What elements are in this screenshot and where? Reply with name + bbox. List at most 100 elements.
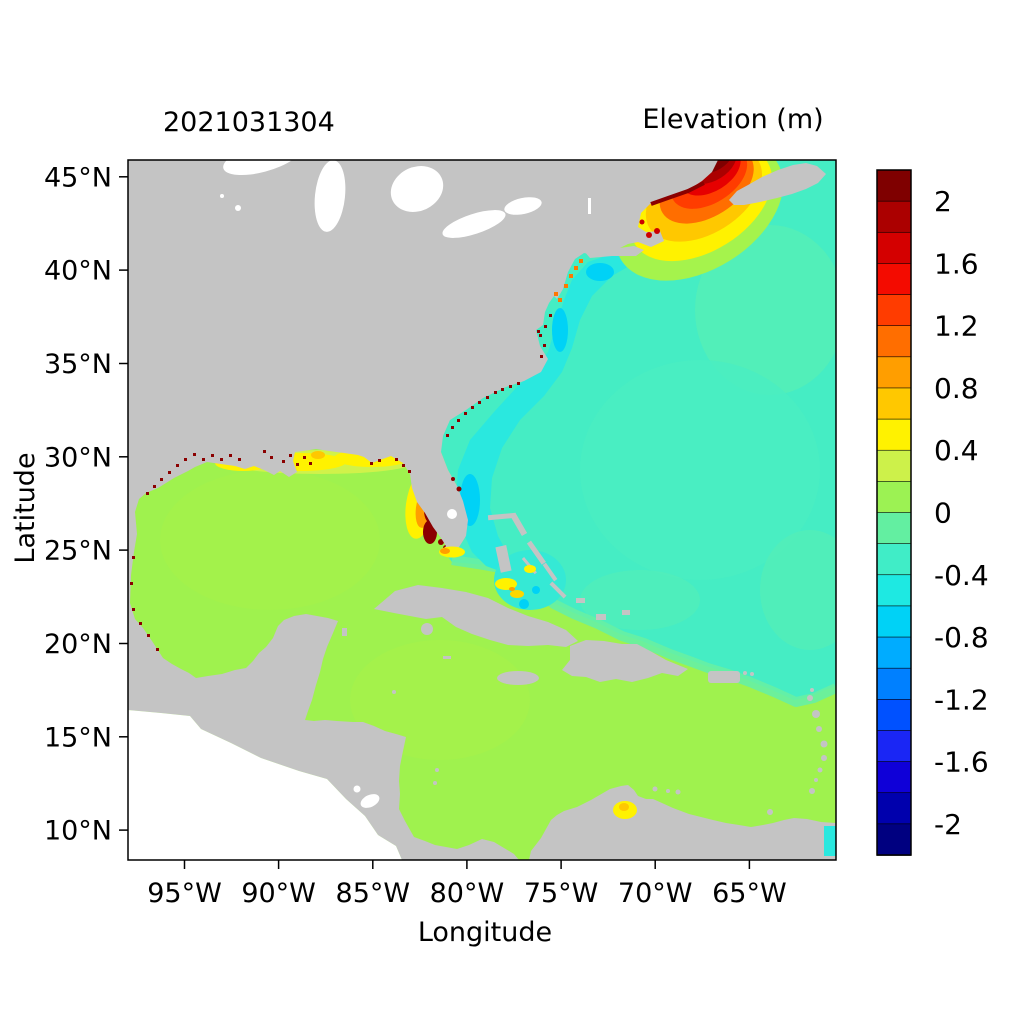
island-providencia: [435, 768, 439, 772]
island-guadeloupe: [812, 710, 820, 718]
island-jamaica: [497, 671, 539, 685]
venezuela-coast-high: [613, 801, 637, 819]
island-antigua: [807, 695, 813, 701]
colorbar-segment: [876, 263, 912, 296]
x-tick-label: 70°W: [618, 878, 693, 909]
colorbar-segment: [876, 169, 912, 202]
x-tick-label: 95°W: [147, 878, 222, 909]
colorbar-segment: [876, 294, 912, 327]
bahamas-cyan-dots: [519, 586, 540, 609]
island-san-andres: [433, 781, 437, 785]
island-virgin-1: [743, 671, 747, 675]
colorbar-segment: [876, 667, 912, 701]
y-axis-title: Latitude: [10, 452, 41, 563]
lake-superior: [223, 160, 301, 176]
lake-ontario: [504, 197, 542, 215]
colorbar-tick-label: 0: [934, 497, 952, 530]
colorbar-tick-label: -1.2: [934, 683, 989, 716]
bahamas-bank-highs: [495, 565, 536, 598]
island-inagua: [596, 614, 606, 620]
colorbar-segment: [876, 699, 912, 732]
island-barbuda: [810, 688, 814, 692]
lakes: [220, 160, 591, 808]
colorbar-segment: [876, 387, 912, 420]
coastal-speckles-southeast: [446, 314, 552, 492]
x-tick-label: 80°W: [430, 878, 505, 909]
lake-champlain: [588, 198, 591, 214]
island-dominica: [816, 726, 822, 732]
y-tick-label: 25°N: [44, 536, 112, 567]
island-virgin-2: [750, 672, 754, 676]
colorbar-segment: [876, 418, 912, 452]
y-tick-label: 35°N: [44, 349, 112, 380]
island-crooked: [576, 598, 585, 603]
atlantic-variation-patches: [580, 225, 836, 650]
colorbar-segment: [876, 605, 912, 638]
lake-michigan: [314, 160, 346, 232]
y-axis-ticks: 45°N 40°N 35°N 30°N 25°N 20°N 15°N 10°N: [44, 162, 128, 847]
lake-nicaragua: [360, 794, 380, 808]
map-canvas: [128, 160, 836, 860]
x-tick-label: 75°W: [524, 878, 599, 909]
colorbar-tick-label: 0.4: [934, 434, 979, 467]
outside-domain-pacific: [128, 710, 402, 860]
colorbar-segment: [876, 512, 912, 545]
island-aruba: [652, 786, 658, 792]
colorbar-tick-label: -2: [934, 808, 962, 841]
island-grenadines: [814, 778, 818, 782]
colorbar-segment: [876, 792, 912, 825]
island-st-vincent: [817, 767, 823, 773]
colorbar-segment: [876, 574, 912, 607]
gulf-caribbean-variation: [160, 470, 530, 760]
island-puerto-rico: [708, 671, 740, 683]
plot-border: [127, 159, 837, 861]
colorbar-title: Elevation (m): [642, 104, 823, 135]
land-south-america: [529, 785, 836, 860]
lake-erie: [442, 210, 506, 238]
y-tick-label: 20°N: [44, 629, 112, 660]
lake-huron: [390, 166, 444, 212]
x-tick-label: 65°W: [712, 878, 787, 909]
new-england-coast-surge: [639, 181, 705, 238]
colorbar-segment: [876, 481, 912, 514]
colorbar-segment: [876, 356, 912, 389]
y-tick-label: 40°N: [44, 256, 112, 287]
land-nova-scotia: [729, 163, 826, 205]
land-north-central-america: [128, 160, 718, 860]
island-bonaire: [675, 789, 681, 795]
island-eleuthera: [526, 540, 546, 565]
island-grenada: [809, 788, 815, 794]
island-st-lucia: [821, 755, 827, 761]
island-andros: [495, 545, 512, 573]
colorbar-segment: [876, 231, 912, 265]
lake-okeechobee: [447, 509, 457, 519]
colorbar-tick-label: 2: [934, 185, 952, 218]
colorbar-tick-label: -0.8: [934, 621, 989, 654]
island-margarita: [767, 809, 773, 815]
colorbar-labels: 2 1.6 1.2 0.8 0.4 0 -0.4 -0.8 -1.2 -1.6 -2: [934, 185, 989, 841]
lake-managua: [353, 785, 361, 793]
island-isla-juventud: [421, 623, 433, 635]
land-long-island: [584, 246, 644, 258]
island-abaco: [510, 513, 528, 537]
shelf-cyan-band: [456, 242, 656, 572]
island-swan: [392, 690, 396, 694]
island-long-bahama: [549, 581, 567, 599]
colorbar-border: [876, 169, 912, 856]
island-cozumel: [342, 628, 347, 636]
colorbar-segment: [876, 325, 912, 358]
y-tick-label: 45°N: [44, 162, 112, 193]
colorbar-tick-label: -0.4: [934, 559, 989, 592]
coastal-speckles-texas-louisiana: [130, 450, 411, 651]
colorbar-tick-label: 1.6: [934, 247, 979, 280]
colorbar-tick-label: -1.6: [934, 746, 989, 779]
colorbar-segment: [876, 823, 912, 856]
x-axis-title: Longitude: [418, 917, 552, 948]
x-axis-ticks: 95°W 90°W 85°W 80°W 75°W 70°W 65°W: [147, 860, 787, 909]
island-turks: [622, 610, 630, 615]
run-timestamp-title: 2021031304: [163, 107, 335, 138]
colorbar-segment: [876, 449, 912, 483]
small-lake-2: [220, 194, 224, 198]
